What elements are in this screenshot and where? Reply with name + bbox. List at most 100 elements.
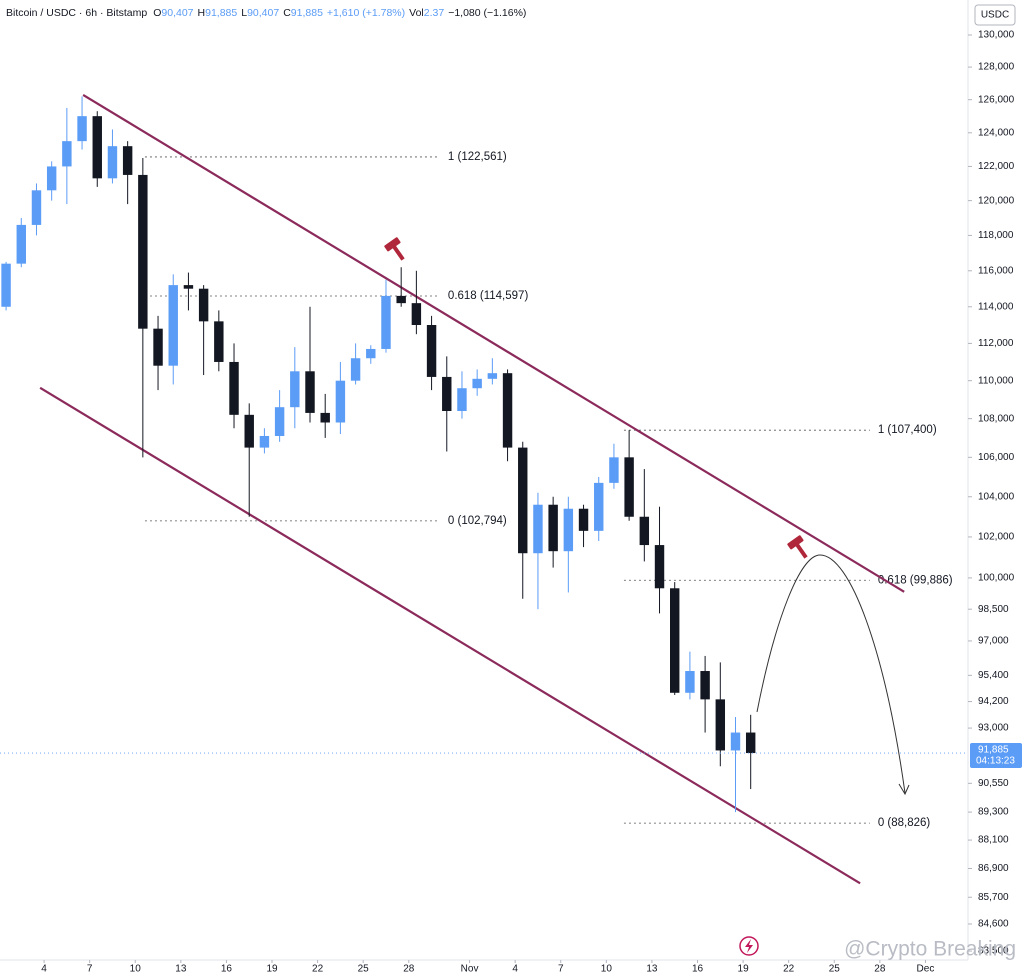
- candle-body: [426, 325, 437, 377]
- candle-body: [594, 482, 604, 531]
- candle-body: [274, 407, 285, 436]
- y-tick-label: 88,100: [978, 835, 1009, 846]
- countdown: 04:13:23: [976, 756, 1015, 767]
- candle-body: [62, 141, 72, 167]
- y-tick-label: 122,000: [978, 161, 1015, 172]
- x-tick-label: 19: [266, 964, 278, 975]
- y-tick-label: 112,000: [978, 338, 1014, 349]
- candle-body: [198, 288, 209, 322]
- price-value: 91,885: [978, 745, 1009, 756]
- ohlc-key: O: [153, 7, 161, 19]
- y-tick-label: 97,000: [978, 636, 1009, 647]
- volume-change: −1,080 (−1.16%): [448, 7, 526, 19]
- candle-body: [487, 373, 498, 379]
- ohlc-key: C: [283, 7, 291, 19]
- x-tick-label: 25: [829, 964, 841, 975]
- candle-body: [46, 166, 57, 191]
- x-tick-label: 22: [312, 964, 324, 975]
- candle-body: [624, 457, 634, 517]
- candle-body: [533, 504, 543, 554]
- price-box: [970, 743, 1022, 769]
- candle-body: [229, 361, 239, 415]
- candle-body: [16, 224, 26, 264]
- candle-body: [670, 588, 680, 693]
- ohlc-value: 90,407: [161, 7, 193, 19]
- candle-body: [639, 516, 650, 546]
- y-tick-label: 100,000: [978, 573, 1015, 584]
- fib-label: 0.618 (99,886): [878, 574, 953, 586]
- candle-body: [715, 699, 726, 751]
- change: +1,610 (+1.78%): [327, 7, 405, 19]
- candle-body: [563, 508, 574, 552]
- x-tick-label: 10: [601, 964, 613, 975]
- y-tick-label: 94,200: [978, 696, 1009, 707]
- candle-body: [168, 285, 178, 366]
- projection-arc: [756, 554, 906, 794]
- candle-body: [366, 348, 376, 359]
- currency-box[interactable]: [974, 4, 1016, 26]
- candle-body: [730, 732, 741, 751]
- y-tick-label: 90,550: [978, 778, 1009, 789]
- candle-body: [472, 378, 482, 389]
- candle-body: [214, 321, 224, 362]
- y-tick-label: 116,000: [978, 265, 1014, 276]
- y-tick-label: 120,000: [978, 195, 1015, 206]
- candle-body: [77, 116, 87, 142]
- volume: 2.37: [424, 7, 445, 19]
- candle-body: [122, 146, 133, 175]
- x-tick-label: 13: [175, 964, 187, 975]
- candle-body: [335, 380, 346, 423]
- x-tick-label: 7: [87, 964, 93, 975]
- symbol: Bitcoin / USDC · 6h · Bitstamp: [6, 7, 147, 19]
- x-tick-label: 16: [221, 964, 233, 975]
- plot: 130,000 128,000 126,000 124,000 122,000 120,0…: [0, 30, 1022, 975]
- y-tick-label: 95,400: [978, 670, 1009, 681]
- candle-body: [244, 414, 254, 448]
- candle-body: [745, 732, 756, 754]
- candle-body: [305, 371, 315, 413]
- candle-body: [92, 116, 102, 179]
- y-tick-label: 128,000: [978, 62, 1015, 73]
- candle-body: [153, 328, 163, 366]
- x-tick-label: 22: [783, 964, 795, 975]
- currency: USDC: [981, 10, 1009, 21]
- channel-line: [82, 93, 905, 593]
- y-tick-label: 83,500: [978, 946, 1009, 957]
- y-tick-label: 104,000: [978, 491, 1015, 502]
- x-tick-label: 4: [512, 964, 518, 975]
- candle-body: [654, 545, 665, 589]
- ohlc-value: 91,885: [291, 7, 323, 19]
- y-tick-label: 110,000: [978, 375, 1014, 386]
- candle-body: [259, 435, 270, 448]
- ohlc-value: 90,407: [247, 7, 279, 19]
- candle-body: [381, 295, 391, 349]
- x-tick-label: 28: [403, 964, 415, 975]
- x-tick-label: 13: [646, 964, 658, 975]
- candle-body: [411, 303, 422, 326]
- bolt: [745, 939, 753, 953]
- candle-body: [320, 412, 330, 423]
- watermark: @Crypto Breaking: [844, 938, 1016, 961]
- candle-body: [457, 388, 467, 412]
- candle-body: [685, 671, 695, 693]
- candle-body: [396, 295, 406, 304]
- candle-body: [31, 190, 42, 225]
- x-tick-label: 10: [130, 964, 142, 975]
- ohlc-key: H: [198, 7, 206, 19]
- candle-body: [1, 263, 11, 307]
- fib-label: 0.618 (114,597): [448, 290, 529, 302]
- fib-label: 1 (107,400): [878, 424, 937, 436]
- candle-body: [700, 671, 710, 700]
- arrow-head: [898, 783, 910, 796]
- y-tick-label: 114,000: [978, 301, 1014, 312]
- ohlc-key: L: [241, 7, 247, 19]
- channel-line: [39, 386, 861, 885]
- candle-body: [502, 373, 513, 448]
- x-tick-label: Dec: [917, 964, 935, 975]
- y-tick-label: 93,000: [978, 723, 1009, 734]
- y-tick-label: 98,500: [978, 604, 1009, 615]
- y-tick-label: 118,000: [978, 230, 1014, 241]
- candle-body: [518, 447, 528, 554]
